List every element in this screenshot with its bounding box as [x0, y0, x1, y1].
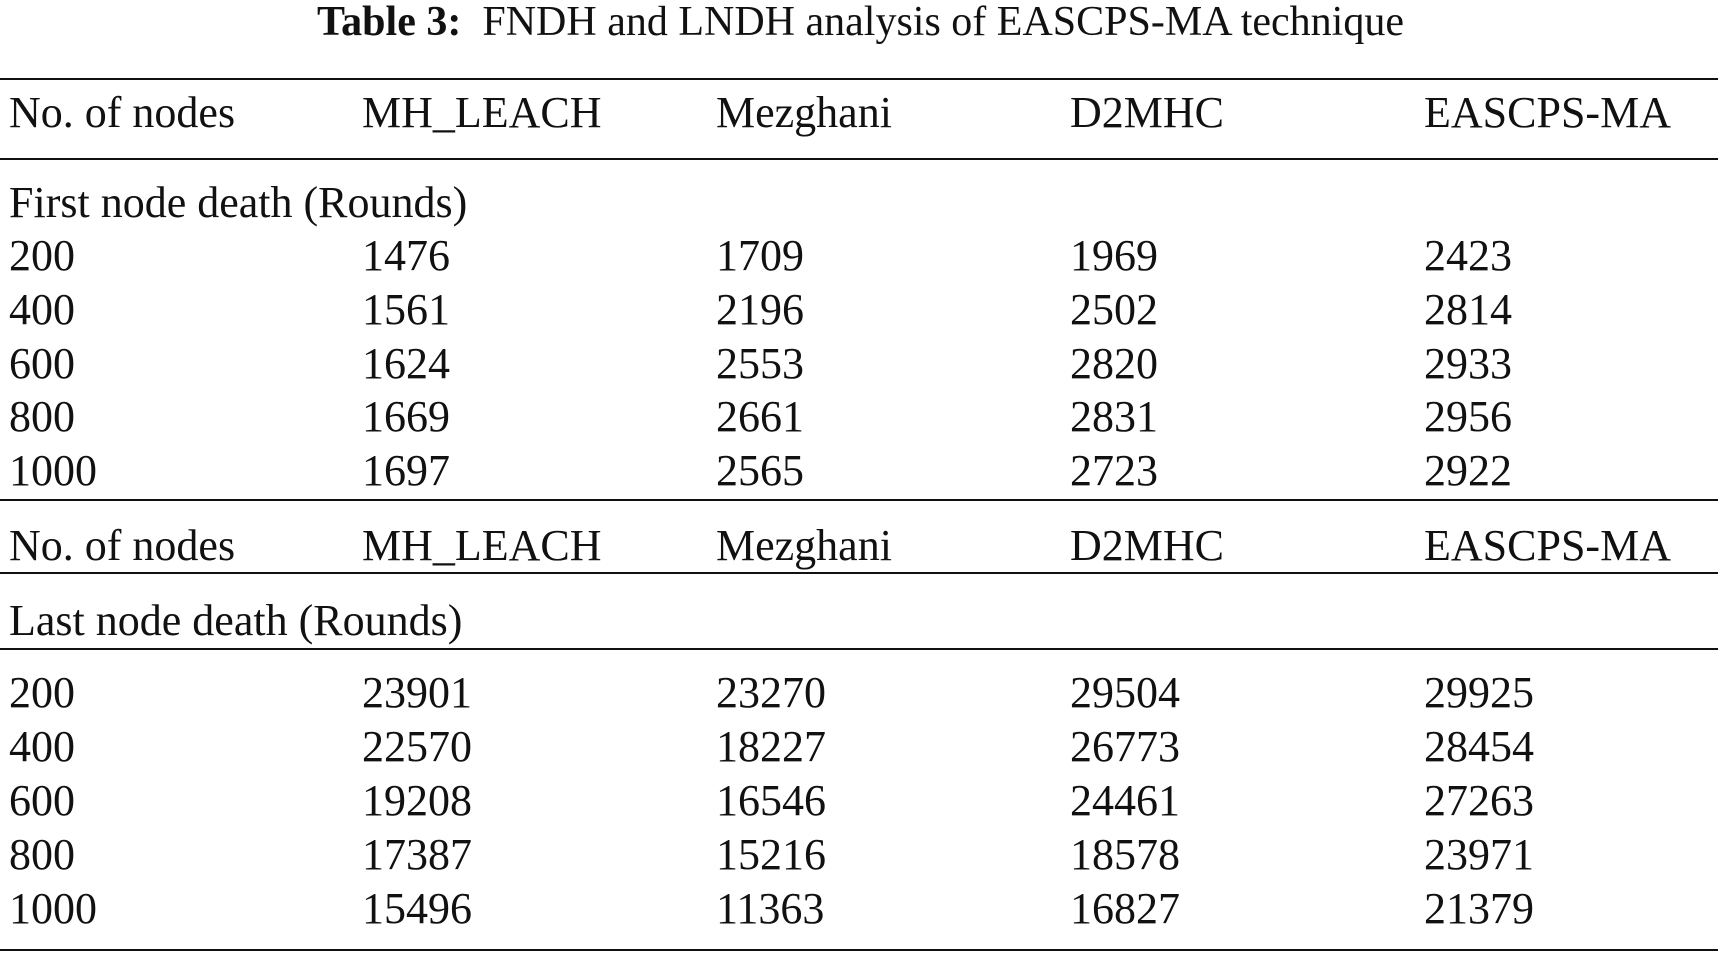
cell: 17387: [362, 830, 472, 879]
cell: 2933: [1424, 338, 1512, 388]
cell: 2831: [1070, 392, 1158, 442]
cell: 1709: [716, 231, 804, 280]
cell: 26773: [1070, 722, 1180, 771]
column-header: Mezghani: [716, 88, 892, 137]
cell: 2922: [1424, 446, 1512, 496]
cell: 18227: [716, 722, 826, 771]
cell: 1697: [362, 446, 450, 496]
rule: [0, 158, 1718, 160]
column-header: No. of nodes: [9, 88, 236, 137]
cell: 22570: [362, 722, 472, 771]
row-label: 400: [9, 722, 75, 771]
row-label: 400: [9, 284, 75, 334]
row-label: 600: [9, 776, 75, 825]
rule: [0, 949, 1718, 951]
cell: 29925: [1424, 668, 1534, 717]
cell: 27263: [1424, 776, 1534, 825]
column-header: MH_LEACH: [362, 88, 602, 137]
caption-label: Table 3:: [317, 0, 462, 45]
row-label: 1000: [9, 446, 97, 496]
cell: 2956: [1424, 392, 1512, 442]
row-label: 1000: [9, 884, 97, 933]
cell: 24461: [1070, 776, 1180, 825]
column-header: EASCPS-MA: [1424, 88, 1671, 137]
cell: 2196: [716, 284, 804, 334]
cell: 11363: [716, 884, 825, 933]
column-header: D2MHC: [1070, 521, 1225, 570]
cell: 15216: [716, 830, 826, 879]
column-header: MH_LEACH: [362, 521, 602, 570]
row-label: 600: [9, 338, 75, 388]
row-label: 800: [9, 392, 75, 442]
row-label: 200: [9, 668, 75, 717]
rule: [0, 499, 1718, 501]
caption-text: FNDH and LNDH analysis of EASCPS-MA tech…: [482, 0, 1404, 45]
section-label: First node death (Rounds): [9, 178, 468, 227]
cell: 2423: [1424, 231, 1512, 280]
row-label: 200: [9, 231, 75, 280]
column-header: EASCPS-MA: [1424, 521, 1671, 570]
cell: 1624: [362, 338, 450, 388]
table-caption: Table 3: FNDH and LNDH analysis of EASCP…: [0, 1, 1721, 43]
cell: 2814: [1424, 284, 1512, 334]
column-header: No. of nodes: [9, 521, 236, 570]
rule: [0, 78, 1718, 80]
cell: 1969: [1070, 231, 1158, 280]
cell: 23270: [716, 668, 826, 717]
row-label: 800: [9, 830, 75, 879]
cell: 2661: [716, 392, 804, 442]
cell: 2820: [1070, 338, 1158, 388]
cell: 28454: [1424, 722, 1534, 771]
column-header: D2MHC: [1070, 88, 1225, 137]
cell: 23901: [362, 668, 472, 717]
cell: 19208: [362, 776, 472, 825]
rule: [0, 648, 1718, 650]
cell: 2553: [716, 338, 804, 388]
cell: 1561: [362, 284, 450, 334]
cell: 1669: [362, 392, 450, 442]
cell: 18578: [1070, 830, 1180, 879]
section-label: Last node death (Rounds): [9, 596, 463, 645]
cell: 21379: [1424, 884, 1534, 933]
cell: 2502: [1070, 284, 1158, 334]
cell: 23971: [1424, 830, 1534, 879]
rule: [0, 572, 1718, 574]
column-header: Mezghani: [716, 521, 892, 570]
cell: 29504: [1070, 668, 1180, 717]
cell: 2565: [716, 446, 804, 496]
cell: 16546: [716, 776, 826, 825]
cell: 2723: [1070, 446, 1158, 496]
cell: 16827: [1070, 884, 1180, 933]
cell: 15496: [362, 884, 472, 933]
cell: 1476: [362, 231, 450, 280]
